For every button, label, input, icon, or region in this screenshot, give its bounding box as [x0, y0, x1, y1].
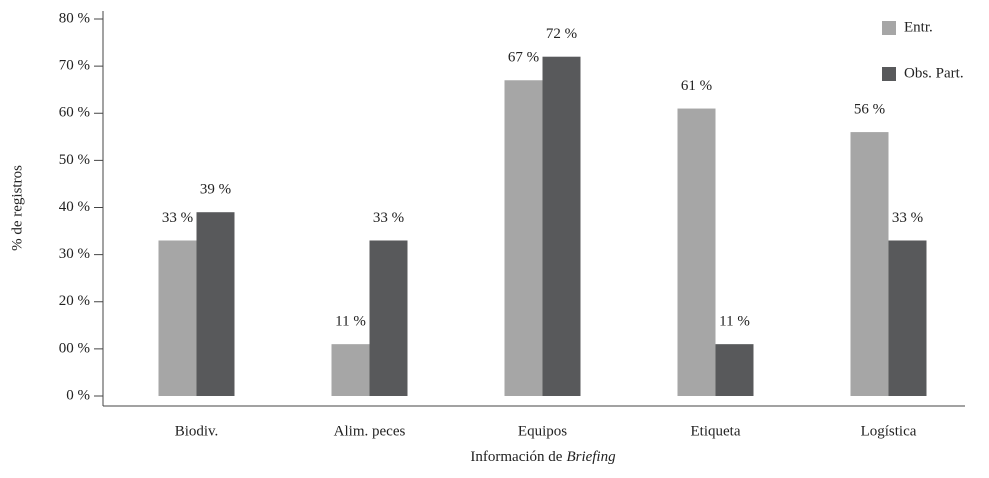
bar	[677, 108, 716, 396]
value-label: 33 %	[162, 210, 193, 226]
legend-swatch	[882, 67, 896, 81]
bar	[158, 240, 197, 396]
value-label: 33 %	[373, 210, 404, 226]
legend-label: Entr.	[904, 19, 933, 35]
value-label: 39 %	[200, 182, 231, 198]
bar	[504, 80, 543, 396]
x-tick-label: Biodiv.	[175, 423, 219, 439]
bar	[196, 212, 235, 396]
bar	[888, 240, 927, 396]
value-label: 11 %	[335, 314, 366, 330]
bar	[850, 132, 889, 396]
y-tick-label: 70 %	[59, 58, 90, 74]
bar	[542, 56, 581, 396]
y-tick-label: 0 %	[66, 387, 90, 403]
y-tick-label: 80 %	[59, 10, 90, 26]
x-axis-label-text: Información de	[470, 449, 562, 465]
value-label: 33 %	[892, 210, 923, 226]
y-tick-label: 50 %	[59, 152, 90, 168]
x-tick-label: Equipos	[518, 423, 567, 439]
x-tick-label: Alim. peces	[334, 423, 406, 439]
x-axis-label: Información de Briefing	[470, 449, 616, 465]
bar	[369, 240, 408, 396]
y-tick-label: 30 %	[59, 246, 90, 262]
value-label: 56 %	[854, 102, 885, 118]
value-label: 72 %	[546, 26, 577, 42]
y-tick-label: 40 %	[59, 199, 90, 215]
value-label: 11 %	[719, 314, 750, 330]
y-tick-label: 20 %	[59, 293, 90, 309]
y-axis-label: % de registros	[9, 165, 25, 251]
y-tick-label: 00 %	[59, 340, 90, 356]
bar	[715, 344, 754, 396]
x-tick-label: Etiqueta	[691, 423, 741, 439]
legend-swatch	[882, 21, 896, 35]
legend-label: Obs. Part.	[904, 65, 964, 81]
y-tick-label: 60 %	[59, 105, 90, 121]
value-label: 67 %	[508, 50, 539, 66]
bar	[331, 344, 370, 396]
value-label: 61 %	[681, 78, 712, 94]
x-axis-label-emphasis: Briefing	[566, 449, 616, 465]
x-tick-label: Logística	[861, 423, 917, 439]
